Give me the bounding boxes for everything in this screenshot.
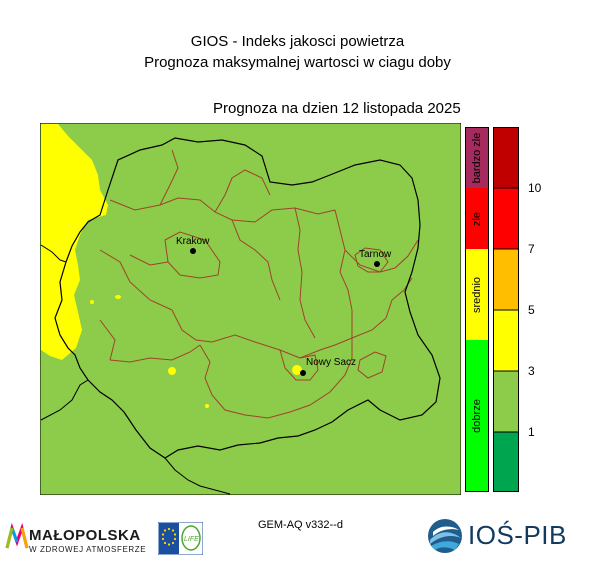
moderate-patch-speck-2 <box>115 295 121 299</box>
category-label-bardzo-zle: bardzo zle <box>471 132 483 183</box>
malopolska-logo <box>5 522 29 549</box>
voivodeship-border <box>54 137 441 459</box>
category-legend-bar <box>465 127 489 492</box>
index-swatch-very-bad <box>493 127 519 188</box>
moderate-patch-speck-3 <box>90 300 94 304</box>
category-label-srednio: srednio <box>471 276 483 313</box>
city-marker-tarnow <box>374 261 380 267</box>
moderate-patch-south <box>168 367 176 375</box>
category-srednio-swatch <box>465 249 489 340</box>
category-label-dobrze: dobrze <box>471 399 483 433</box>
category-label-zle: zle <box>471 211 483 226</box>
index-tick-10: 10 <box>528 181 542 195</box>
city-label-tarnow: Tarnow <box>359 249 392 260</box>
map-background <box>40 123 461 495</box>
moderate-patch-nowy-sacz <box>292 365 302 375</box>
title-line-2: Prognoza maksymalnej wartosci w ciagu do… <box>144 54 451 71</box>
index-swatch-good <box>493 371 519 432</box>
outer-border-west <box>40 244 67 263</box>
life-logo-text: LIFE <box>184 536 199 543</box>
moderate-patch-west <box>41 146 48 178</box>
city-krakow: Krakow <box>176 236 210 254</box>
moderate-patch-speck-1 <box>205 404 209 408</box>
city-marker-nowy-sacz <box>300 370 306 376</box>
index-swatch-moderate <box>493 310 519 371</box>
malopolska-name: MAŁOPOLSKA <box>29 527 141 544</box>
outer-border-south <box>164 457 231 495</box>
category-dobrze-swatch <box>465 340 489 492</box>
forecast-date: Prognoza na dzien 12 listopada 2025 <box>213 100 461 117</box>
city-label-krakow: Krakow <box>176 236 210 247</box>
city-marker-krakow <box>190 248 196 254</box>
title-line-1: GIOS - Indeks jakosci powietrza <box>190 33 405 50</box>
index-color-bar <box>493 127 519 492</box>
index-swatch-very-good <box>493 432 519 492</box>
model-version: GEM-AQ v332--d <box>258 519 343 531</box>
index-tick-1: 1 <box>528 425 535 439</box>
malopolska-slogan: W ZDROWEJ ATMOSFERZE <box>29 545 147 554</box>
index-swatch-sufficient <box>493 249 519 310</box>
index-swatch-bad <box>493 188 519 249</box>
city-tarnow: Tarnow <box>359 249 392 267</box>
city-label-nowy-sacz: Nowy Sacz <box>306 357 356 368</box>
district-borders <box>99 149 419 419</box>
outer-border-southwest <box>40 379 89 421</box>
index-tick-3: 3 <box>528 364 535 378</box>
ios-pib-name: IOŚ-PIB <box>468 520 567 550</box>
category-zle-swatch <box>465 188 489 249</box>
index-tick-5: 5 <box>528 303 535 317</box>
index-tick-7: 7 <box>528 242 535 256</box>
ios-pib-logo <box>428 519 462 553</box>
category-bardzo-zle-swatch <box>465 127 489 188</box>
eu-life-logo: LIFE <box>158 522 203 555</box>
city-nowy-sacz: Nowy Sacz <box>300 357 356 376</box>
forecast-map: Krakow Tarnow Nowy Sacz <box>40 123 461 495</box>
